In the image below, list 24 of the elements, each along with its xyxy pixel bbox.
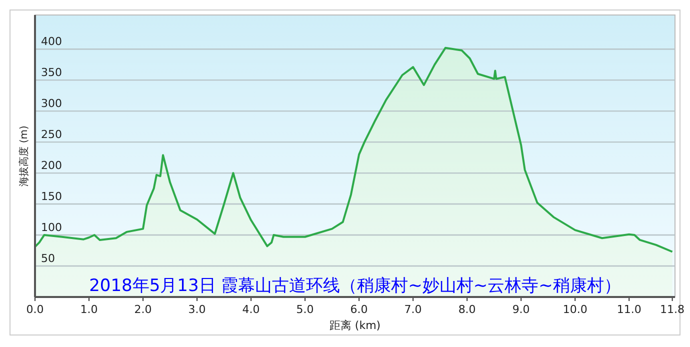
y-tick-label: 350 bbox=[41, 66, 62, 80]
x-tick-label: 9.0 bbox=[512, 303, 530, 316]
x-tick-label: 8.0 bbox=[458, 303, 476, 316]
x-tick-label: 3.0 bbox=[188, 303, 206, 316]
x-tick-label: 4.0 bbox=[242, 303, 260, 316]
x-tick-label: 1.0 bbox=[80, 303, 98, 316]
y-tick-label: 200 bbox=[41, 159, 62, 172]
x-tick-label: 2.0 bbox=[134, 303, 152, 316]
x-tick-label: 0.0 bbox=[26, 303, 44, 316]
y-tick-label: 400 bbox=[41, 35, 62, 48]
y-tick-label: 150 bbox=[41, 190, 62, 204]
y-tick-label: 250 bbox=[41, 128, 62, 142]
x-tick-label: 7.0 bbox=[404, 303, 422, 316]
y-axis-title: 海拔高度 (m) bbox=[18, 126, 30, 186]
x-tick-label: 6.0 bbox=[350, 303, 368, 316]
y-tick-label: 50 bbox=[41, 252, 55, 266]
x-tick-label: 11.8 bbox=[660, 303, 685, 316]
x-tick-label: 10.0 bbox=[562, 303, 588, 316]
y-tick-label: 300 bbox=[41, 97, 62, 110]
x-tick-label: 11.0 bbox=[616, 303, 642, 316]
annotation: 2018年5月13日 霞幕山古道环线（稍康村~妙山村~云林寺~稍康村） bbox=[89, 276, 621, 296]
x-axis-title: 距离 (km) bbox=[329, 319, 381, 332]
y-tick-label: 100 bbox=[41, 221, 62, 234]
x-tick-label: 5.0 bbox=[296, 303, 314, 316]
